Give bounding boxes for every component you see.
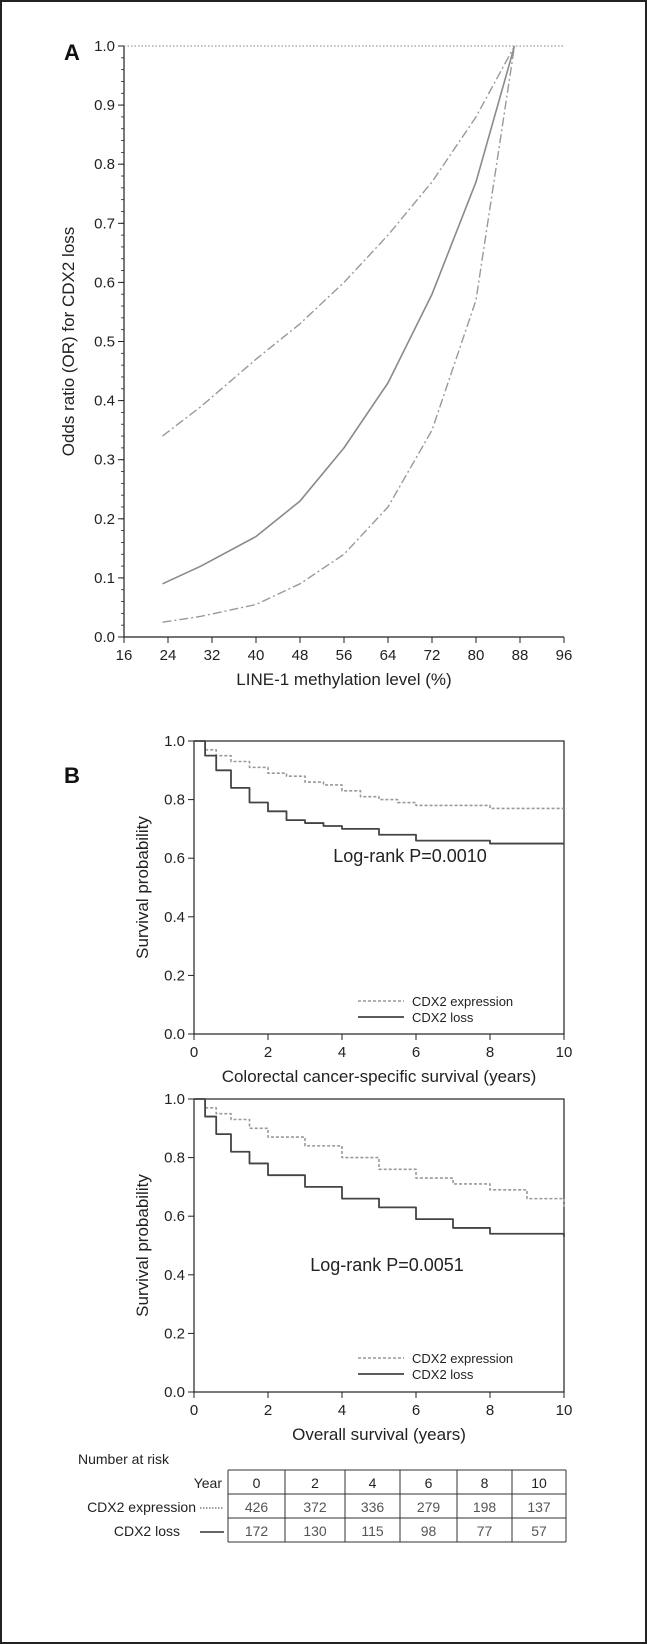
y-tick-label: 0.2: [164, 967, 185, 984]
y-tick-label: 1.0: [164, 1091, 185, 1108]
y-tick-label: 0.1: [94, 570, 115, 587]
x-tick-label: 88: [512, 647, 529, 664]
risk-cell: 115: [361, 1523, 384, 1539]
plot-frame: [193, 1098, 565, 1393]
y-tick-label: 0.6: [94, 274, 115, 291]
risk-table-title: Number at risk: [78, 1451, 170, 1467]
number-at-risk-table: Number at risk Year 0 2 4 6 8 10 CDX2 expression…: [78, 1451, 567, 1543]
risk-cell: 130: [303, 1523, 327, 1539]
y-tick-label: 0.7: [94, 215, 115, 232]
x-axis-label: Overall survival (years): [292, 1425, 466, 1444]
series-line-cdx2-expression: [194, 1098, 565, 1208]
x-tick-label: 6: [412, 1044, 420, 1061]
risk-cell: 426: [245, 1499, 269, 1515]
x-tick-label: 32: [204, 647, 221, 664]
y-tick-label: 0.0: [164, 1026, 185, 1043]
y-tick-label: 0.4: [164, 1267, 185, 1284]
risk-cell: 137: [527, 1499, 551, 1515]
year-header-cell: 0: [253, 1475, 261, 1491]
risk-row-label: CDX2 loss: [114, 1523, 180, 1539]
y-tick-label: 0.5: [94, 334, 115, 351]
y-axis-label: Survival probability: [133, 816, 152, 959]
x-tick-label: 56: [336, 647, 353, 664]
risk-cell: 172: [245, 1523, 269, 1539]
odds-ratio-chart: 0.0 0.1 0.2 0.3 0.4 0.5 0.6 0.7 0.8 0.9 1.0 16 24 32 4…: [59, 38, 572, 689]
x-axis-label: Colorectal cancer-specific survival (yea…: [222, 1067, 537, 1086]
logrank-annotation: Log-rank P=0.0051: [310, 1255, 464, 1275]
panel-letter-a: A: [64, 40, 80, 65]
x-tick-label: 40: [248, 647, 265, 664]
risk-cell: 77: [477, 1523, 493, 1539]
panel-letter-b: B: [64, 763, 80, 788]
legend-label-loss: CDX2 loss: [412, 1010, 474, 1025]
y-tick-label: 0.6: [164, 850, 185, 867]
y-tick-label: 1.0: [164, 733, 185, 750]
risk-row-label: CDX2 expression: [87, 1499, 196, 1515]
x-axis-label: LINE-1 methylation level (%): [236, 670, 451, 689]
y-axis-label: Survival probability: [133, 1174, 152, 1317]
x-tick-label: 48: [292, 647, 309, 664]
risk-cell: 372: [303, 1499, 327, 1515]
y-tick-label: 0.9: [94, 97, 115, 114]
series-line-cdx2-loss: [194, 1098, 565, 1237]
y-tick-label: 0.4: [94, 393, 115, 410]
x-tick-label: 8: [486, 1044, 494, 1061]
logrank-annotation: Log-rank P=0.0010: [333, 846, 487, 866]
plot-frame: [193, 740, 565, 1035]
risk-cell: 279: [417, 1499, 441, 1515]
x-tick-label: 16: [116, 647, 133, 664]
x-tick-label: 0: [190, 1402, 198, 1419]
legend-label-expression: CDX2 expression: [412, 1351, 513, 1366]
y-tick-label: 0.2: [164, 1325, 185, 1342]
year-header-cell: 8: [481, 1475, 489, 1491]
series-line-cdx2-loss: [194, 740, 564, 845]
x-tick-label: 96: [556, 647, 573, 664]
x-tick-label: 2: [264, 1402, 272, 1419]
series-line-0: [162, 45, 516, 585]
risk-cell: 98: [421, 1523, 437, 1539]
y-tick-label: 1.0: [94, 38, 115, 55]
y-tick-label: 0.6: [164, 1208, 185, 1225]
year-header-cell: 10: [531, 1475, 547, 1491]
x-tick-label: 4: [338, 1402, 346, 1419]
series-line-cdx2-expression: [194, 740, 564, 810]
series-line-2: [162, 45, 516, 623]
y-axis-label: Odds ratio (OR) for CDX2 loss: [59, 227, 78, 457]
y-tick-label: 0.4: [164, 909, 185, 926]
x-tick-label: 24: [160, 647, 177, 664]
x-tick-label: 2: [264, 1044, 272, 1061]
risk-cell: 336: [361, 1499, 385, 1515]
y-tick-label: 0.8: [164, 792, 185, 809]
y-tick-label: 0.3: [94, 452, 115, 469]
legend-label-loss: CDX2 loss: [412, 1367, 474, 1382]
x-tick-label: 4: [338, 1044, 346, 1061]
x-tick-label: 72: [424, 647, 441, 664]
year-header-cell: 2: [311, 1475, 319, 1491]
year-header-label: Year: [194, 1475, 223, 1491]
cancer-specific-survival-chart: 0.0 0.2 0.4 0.6 0.8 1.0 0 2 4 6 8 10 Colorectal canc…: [133, 733, 572, 1086]
y-tick-label: 0.8: [94, 156, 115, 173]
y-tick-label: 0.0: [164, 1384, 185, 1401]
legend-label-expression: CDX2 expression: [412, 994, 513, 1009]
x-tick-label: 10: [556, 1044, 573, 1061]
x-tick-label: 8: [486, 1402, 494, 1419]
year-header-cell: 4: [369, 1475, 377, 1491]
risk-cell: 57: [531, 1523, 547, 1539]
x-tick-label: 6: [412, 1402, 420, 1419]
overall-survival-chart: 0.0 0.2 0.4 0.6 0.8 1.0 0 2 4 6 8 10 Overall surviva…: [133, 1091, 572, 1444]
x-tick-label: 80: [468, 647, 485, 664]
x-tick-label: 10: [556, 1402, 573, 1419]
x-tick-label: 64: [380, 647, 397, 664]
y-tick-label: 0.0: [94, 629, 115, 646]
y-tick-label: 0.2: [94, 511, 115, 528]
y-tick-label: 0.8: [164, 1150, 185, 1167]
x-tick-label: 0: [190, 1044, 198, 1061]
year-header-cell: 6: [425, 1475, 433, 1491]
risk-cell: 198: [473, 1499, 497, 1515]
series-line-1: [162, 45, 516, 437]
